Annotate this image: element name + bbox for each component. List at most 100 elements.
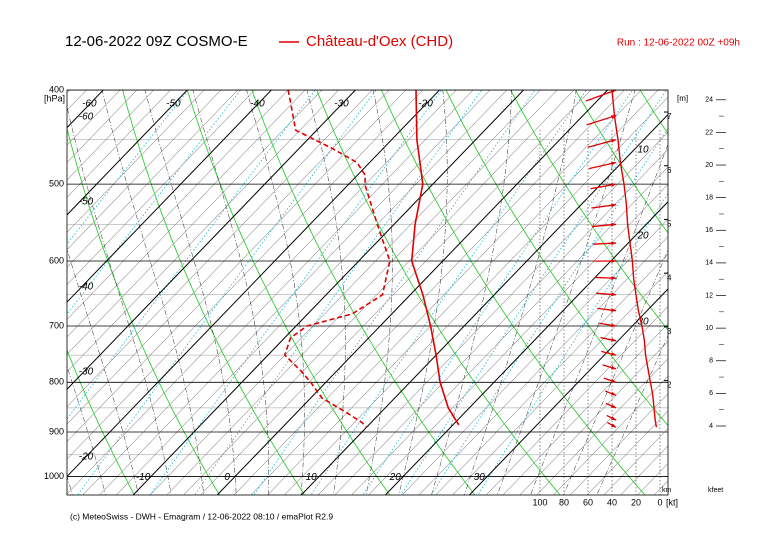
km-tick-label: 2	[667, 381, 672, 390]
top-tick-label: -50	[166, 99, 181, 110]
right-label: 20	[636, 231, 649, 242]
wind-barb-head	[611, 365, 616, 370]
moist-adiabat	[246, 90, 305, 495]
wind-barb-head	[611, 138, 616, 143]
isotherm	[67, 90, 373, 408]
wind-barb-head	[611, 276, 616, 280]
wind-barb	[588, 161, 617, 170]
km-tick-label: 3	[667, 327, 672, 336]
kfeet-tick-label: 22	[705, 129, 713, 136]
isotherm	[149, 90, 541, 495]
y-tick-label: 700	[49, 320, 64, 330]
isotherm-grid	[67, 90, 189, 216]
wind-speed-line	[611, 89, 658, 428]
x-tick-label: 20	[389, 472, 402, 483]
temperature-line	[410, 89, 460, 426]
wind-barb	[585, 89, 617, 102]
y-tick-label: 400	[49, 84, 64, 94]
left-label: -30	[79, 367, 94, 378]
isotherm-grid	[132, 90, 525, 495]
top-tick-label: -40	[250, 99, 265, 110]
wind-tick-label: 80	[559, 497, 569, 507]
km-tick-label: 4	[667, 273, 672, 282]
moist-adiabat	[464, 90, 577, 495]
chart-title: 12-06-2022 09Z COSMO-E	[65, 33, 248, 50]
isotherm	[67, 90, 289, 320]
isotherm	[536, 358, 668, 495]
isotherm	[183, 90, 575, 495]
kfeet-tick-label: 10	[705, 325, 713, 332]
isotherm	[67, 90, 205, 233]
x-tick-label: 30	[474, 472, 486, 483]
wind-barb-head	[611, 423, 616, 428]
kfeet-tick-label: 16	[705, 227, 713, 234]
dry-adiabat	[67, 348, 135, 495]
wind-tick-label: 60	[583, 497, 593, 507]
isotherm	[67, 90, 306, 338]
kfeet-tick-label: 8	[709, 358, 713, 365]
y-tick-label: 900	[49, 426, 64, 436]
isotherm	[67, 90, 239, 268]
wind-barb-head	[611, 183, 616, 187]
right-label: 10	[637, 145, 649, 156]
wind-barb-head	[611, 404, 616, 408]
y-axis-label: [hPa]	[44, 93, 65, 103]
isotherm	[485, 306, 668, 495]
wind-barb-head	[611, 378, 616, 383]
isotherm-grid	[67, 90, 273, 303]
run-info: Run : 12-06-2022 00Z +09h	[617, 38, 740, 49]
kfeet-tick-label: 12	[705, 292, 713, 299]
kfeet-tick-label: 4	[709, 423, 713, 430]
wind-unit: [kt]	[666, 497, 678, 507]
km-tick-label: 7	[667, 112, 672, 121]
top-tick-label: -60	[82, 99, 97, 110]
isotherm	[351, 166, 668, 495]
isotherm-grid	[300, 113, 668, 495]
top-tick-label: -30	[334, 99, 349, 110]
wind-tick-label: 20	[631, 497, 641, 507]
moist-adiabat	[192, 90, 269, 495]
wind-tick-label: 100	[532, 497, 547, 507]
isotherm	[67, 90, 339, 373]
isotherm	[67, 90, 222, 251]
wind-barb-head	[611, 352, 616, 356]
y-tick-label: 1000	[44, 471, 64, 481]
x-tick-label: 0	[224, 472, 230, 483]
mixing-ratio	[194, 90, 483, 495]
wind-barb-head	[611, 337, 616, 342]
isotherm	[200, 90, 592, 495]
isotherm-grid	[216, 90, 609, 495]
wind-barb-head	[611, 292, 616, 297]
right-label: 30	[637, 317, 649, 328]
wind-barb-head	[611, 416, 616, 421]
km-label: km	[662, 487, 672, 494]
isotherm	[502, 323, 668, 495]
left-label: -60	[79, 112, 94, 123]
x-tick-label: -10	[136, 472, 151, 483]
wind-tick-label: 40	[607, 497, 617, 507]
wind-barb-head	[611, 222, 616, 227]
isotherm	[418, 236, 668, 495]
moist-adiabat	[365, 90, 393, 495]
isotherm-grid	[67, 90, 357, 390]
kfeet-tick-label: 18	[705, 194, 713, 201]
isotherm	[519, 340, 668, 495]
moist-adiabat	[144, 90, 237, 495]
kfeet-tick-label: 20	[705, 162, 713, 169]
mixing-ratio	[253, 90, 536, 495]
station: Château-d'Oex (CHD)	[306, 33, 453, 50]
y-tick-label: 500	[49, 178, 64, 188]
background-lines	[67, 90, 668, 495]
isotherm	[334, 149, 668, 495]
left-label: -50	[79, 197, 94, 208]
moist-adiabat	[497, 90, 636, 495]
mixing-ratio	[430, 127, 668, 495]
kfeet-tick-label: 24	[705, 97, 713, 104]
wind-tick-label: 0	[657, 497, 662, 507]
km-tick-label: 6	[667, 166, 672, 175]
plot-frame	[66, 89, 669, 496]
isotherm	[67, 90, 457, 495]
y-tick-label: 600	[49, 255, 64, 265]
moist-adiabat	[101, 90, 205, 495]
